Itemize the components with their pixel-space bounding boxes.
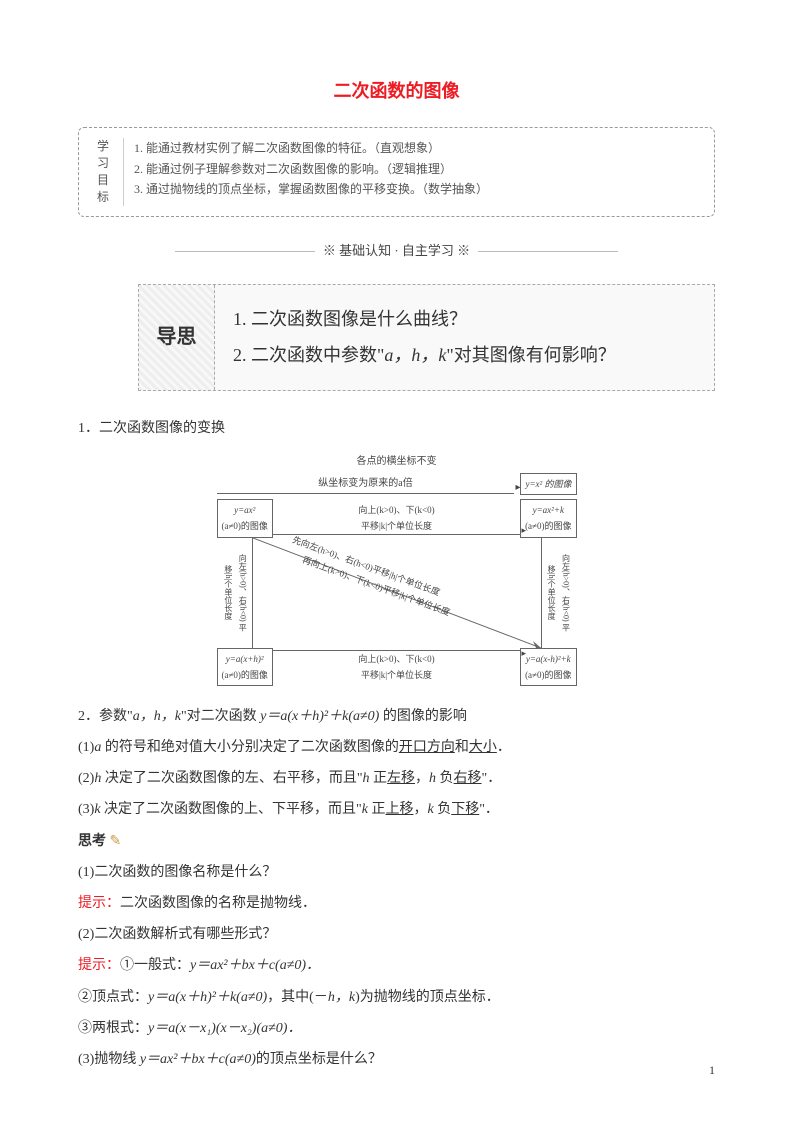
diagram-text: 平移|k|个单位长度 <box>273 667 520 683</box>
diagram-node: y=a(x-h)²+k (a≠0)的图像 <box>520 648 576 686</box>
param-k-effect: (3)k 决定了二次函数图像的上、下平移，而且"k 正上移，k 负下移"． <box>78 797 715 822</box>
guiding-questions-box: 导思 1. 二次函数图像是什么曲线？ 2. 二次函数中参数"a，h，k"对其图像… <box>138 284 715 391</box>
objective-item: 2. 能通过例子理解参数对二次函数图像的影响。（逻辑推理） <box>134 159 488 179</box>
diagram-text: 向左(h>0)、右(h<0) 平移|h|个单位长度 <box>221 548 250 638</box>
objective-item: 1. 能通过教材实例了解二次函数图像的特征。（直观想象） <box>134 138 488 158</box>
diagram-text: 向左(h>0)、右(h<0) 平移|h|个单位长度 <box>544 548 573 638</box>
think-a4: ③两根式：y＝a(x－x₁)(x－x₂)(a≠0)． <box>78 1016 715 1041</box>
think-a3: ②顶点式：y＝a(x＋h)²＋k(a≠0)，其中(－h，k)为抛物线的顶点坐标． <box>78 985 715 1010</box>
think-q1: (1)二次函数的图像名称是什么？ <box>78 860 715 885</box>
diagram-text: 向上(k>0)、下(k<0) <box>273 502 520 518</box>
think-label: 思考 ✎ <box>78 829 715 854</box>
think-q3: (3)抛物线 y＝ax²＋bx＋c(a≠0)的顶点坐标是什么？ <box>78 1047 715 1072</box>
diagram-node: y=ax²+k (a≠0)的图像 <box>520 499 576 537</box>
think-a1: 提示：二次函数图像的名称是抛物线． <box>78 891 715 916</box>
guiding-q1: 1. 二次函数图像是什么曲线？ <box>233 303 616 335</box>
diagram-text: 向上(k>0)、下(k<0) <box>273 651 520 667</box>
subheading-1: 1．二次函数图像的变换 <box>78 416 715 441</box>
diagram-node: y=a(x+h)² (a≠0)的图像 <box>217 648 273 686</box>
think-a2: 提示：①一般式：y＝ax²＋bx＋c(a≠0)． <box>78 953 715 978</box>
diagram-node: y=x² 的图像 <box>520 473 576 495</box>
objective-item: 3. 通过抛物线的顶点坐标，掌握函数图像的平移变换。（数学抽象） <box>134 179 488 199</box>
section-separator: ※ 基础认知 · 自主学习 ※ <box>78 239 715 262</box>
guiding-q2: 2. 二次函数中参数"a，h，k"对其图像有何影响？ <box>233 339 616 371</box>
diagram-text: 各点的横坐标不变 <box>217 453 577 471</box>
page-number: 1 <box>709 1060 715 1082</box>
think-q2: (2)二次函数解析式有哪些形式？ <box>78 922 715 947</box>
param-h-effect: (2)h 决定了二次函数图像的左、右平移，而且"h 正左移，h 负右移"． <box>78 766 715 791</box>
objectives-list: 1. 能通过教材实例了解二次函数图像的特征。（直观想象） 2. 能通过例子理解参… <box>134 138 488 205</box>
diagram-text: 平移|k|个单位长度 <box>273 518 520 534</box>
objectives-box: 学习目标 1. 能通过教材实例了解二次函数图像的特征。（直观想象） 2. 能通过… <box>78 127 715 216</box>
page-title: 二次函数的图像 <box>78 75 715 107</box>
guiding-content: 1. 二次函数图像是什么曲线？ 2. 二次函数中参数"a，h，k"对其图像有何影… <box>215 285 634 390</box>
page: 二次函数的图像 学习目标 1. 能通过教材实例了解二次函数图像的特征。（直观想象… <box>0 0 793 1122</box>
transform-diagram: 各点的横坐标不变 纵坐标变为原来的a倍 ▸ y=x² 的图像 y=ax² (a≠… <box>78 453 715 686</box>
diagram-node: y=ax² (a≠0)的图像 <box>217 499 273 537</box>
objectives-label: 学习目标 <box>91 138 124 205</box>
param-a-effect: (1)a 的符号和绝对值大小分别决定了二次函数图像的开口方向和大小． <box>78 735 715 760</box>
subheading-2: 2．参数"a，h，k"对二次函数 y＝a(x＋h)²＋k(a≠0) 的图像的影响 <box>78 704 715 729</box>
diagram-text: 纵坐标变为原来的a倍 <box>318 478 412 489</box>
guiding-label: 导思 <box>139 285 215 390</box>
